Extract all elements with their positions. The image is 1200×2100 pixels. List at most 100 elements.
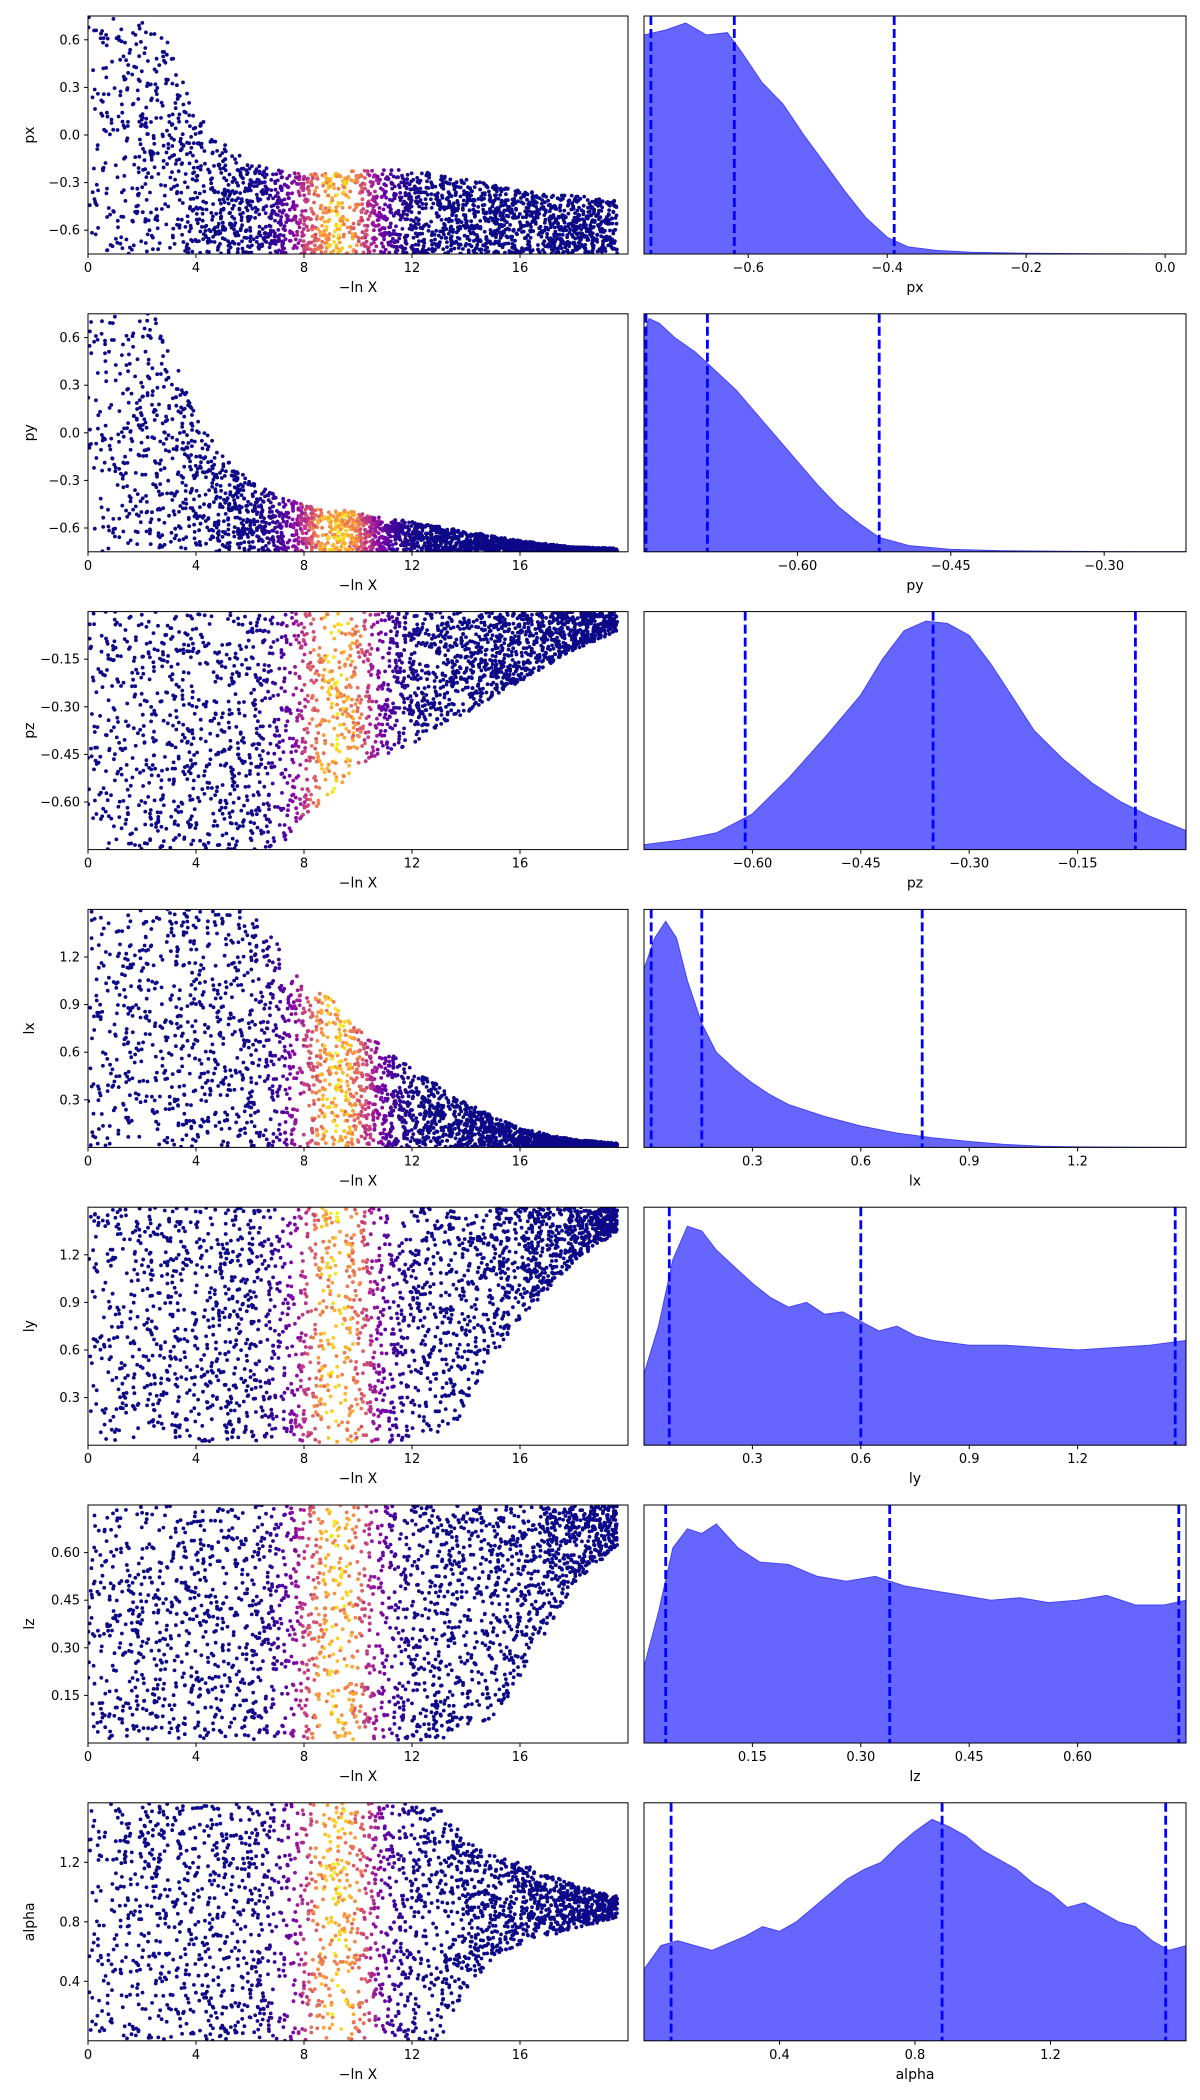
scatter-point [409, 245, 414, 250]
scatter-point [373, 224, 378, 228]
scatter-point [420, 534, 425, 538]
scatter-point [402, 525, 406, 529]
scatter-point [262, 180, 267, 185]
scatter-point [238, 191, 243, 196]
scatter-point [472, 185, 477, 190]
scatter-point [423, 197, 428, 202]
scatter-point [313, 189, 317, 193]
scatter-point [92, 87, 97, 92]
scatter-point [573, 197, 577, 202]
scatter-point [334, 174, 339, 179]
scatter-point [436, 245, 441, 249]
scatter-point [398, 195, 402, 200]
scatter-point [276, 549, 281, 552]
scatter-point [172, 512, 177, 517]
scatter-point [598, 222, 603, 227]
scatter-point [252, 184, 257, 189]
scatter-point [135, 417, 139, 422]
scatter-point [177, 112, 182, 117]
scatter-point [457, 534, 462, 538]
scatter-point [227, 502, 231, 506]
scatter-point [100, 99, 105, 104]
scatter-point [378, 178, 382, 182]
scatter-point [511, 228, 516, 233]
scatter-point [124, 58, 128, 63]
scatter-point [209, 239, 214, 244]
scatter-point [103, 342, 107, 347]
scatter-point [528, 235, 533, 240]
scatter-point [238, 212, 243, 217]
scatter-point [164, 52, 169, 57]
scatter-point [146, 171, 151, 176]
scatter-point [525, 220, 530, 225]
scatter-point [158, 507, 163, 512]
scatter-point [249, 502, 253, 507]
scatter-point [458, 251, 463, 254]
scatter-point [448, 181, 452, 186]
scatter-point [356, 239, 361, 244]
scatter-point [163, 202, 168, 207]
scatter-point [149, 517, 154, 521]
scatter-point [152, 407, 157, 412]
scatter-point [416, 222, 421, 227]
scatter-point [173, 177, 178, 182]
scatter-point [268, 251, 273, 254]
scatter-point [98, 496, 103, 501]
scatter-point [392, 228, 396, 233]
scatter-point [246, 499, 251, 504]
scatter-point [232, 223, 237, 228]
scatter-point [360, 202, 365, 207]
scatter-point [421, 206, 425, 211]
scatter-point [282, 197, 287, 202]
scatter-point [511, 216, 516, 220]
scatter-point [310, 511, 315, 515]
scatter-point [360, 230, 365, 235]
scatter-point [93, 107, 97, 111]
scatter-point [173, 126, 178, 131]
scatter-point [475, 238, 480, 243]
scatter-point [306, 528, 311, 533]
scatter-point [107, 406, 112, 410]
scatter-point [110, 59, 114, 64]
scatter-point [304, 545, 309, 550]
scatter-point [160, 421, 165, 426]
scatter-point [569, 193, 574, 198]
scatter-point [496, 207, 501, 212]
y-tick-label: 0.6 [59, 33, 80, 48]
scatter-point [258, 496, 263, 501]
scatter-point [185, 214, 190, 219]
scatter-point [254, 240, 259, 244]
scatter-point [267, 245, 272, 250]
scatter-point [172, 153, 177, 157]
scatter-point [432, 241, 437, 246]
scatter-point [359, 209, 364, 213]
scatter-point [405, 547, 410, 551]
scatter-point [180, 480, 185, 485]
scatter-point [448, 229, 452, 233]
scatter-point [190, 249, 195, 254]
scatter-point [148, 328, 152, 332]
scatter-point [301, 239, 306, 244]
scatter-point [355, 202, 359, 207]
scatter-point [180, 232, 185, 237]
scatter-point [119, 235, 124, 240]
scatter-point [451, 182, 456, 186]
scatter-point [396, 208, 401, 213]
scatter-point [160, 103, 165, 108]
scatter-point [168, 175, 173, 180]
scatter-point [131, 243, 136, 248]
scatter-point [541, 248, 545, 252]
scatter-point [233, 233, 238, 238]
scatter-point [360, 197, 365, 202]
scatter-point [556, 215, 561, 220]
scatter-point [216, 232, 221, 236]
scatter-point [597, 201, 601, 205]
scatter-point [264, 530, 268, 535]
scatter-point [441, 247, 446, 252]
scatter-point [603, 246, 607, 251]
scatter-point [193, 190, 198, 195]
scatter-point [272, 234, 277, 239]
scatter-point [507, 227, 512, 232]
scatter-point [264, 224, 268, 229]
scatter-point [360, 218, 365, 223]
